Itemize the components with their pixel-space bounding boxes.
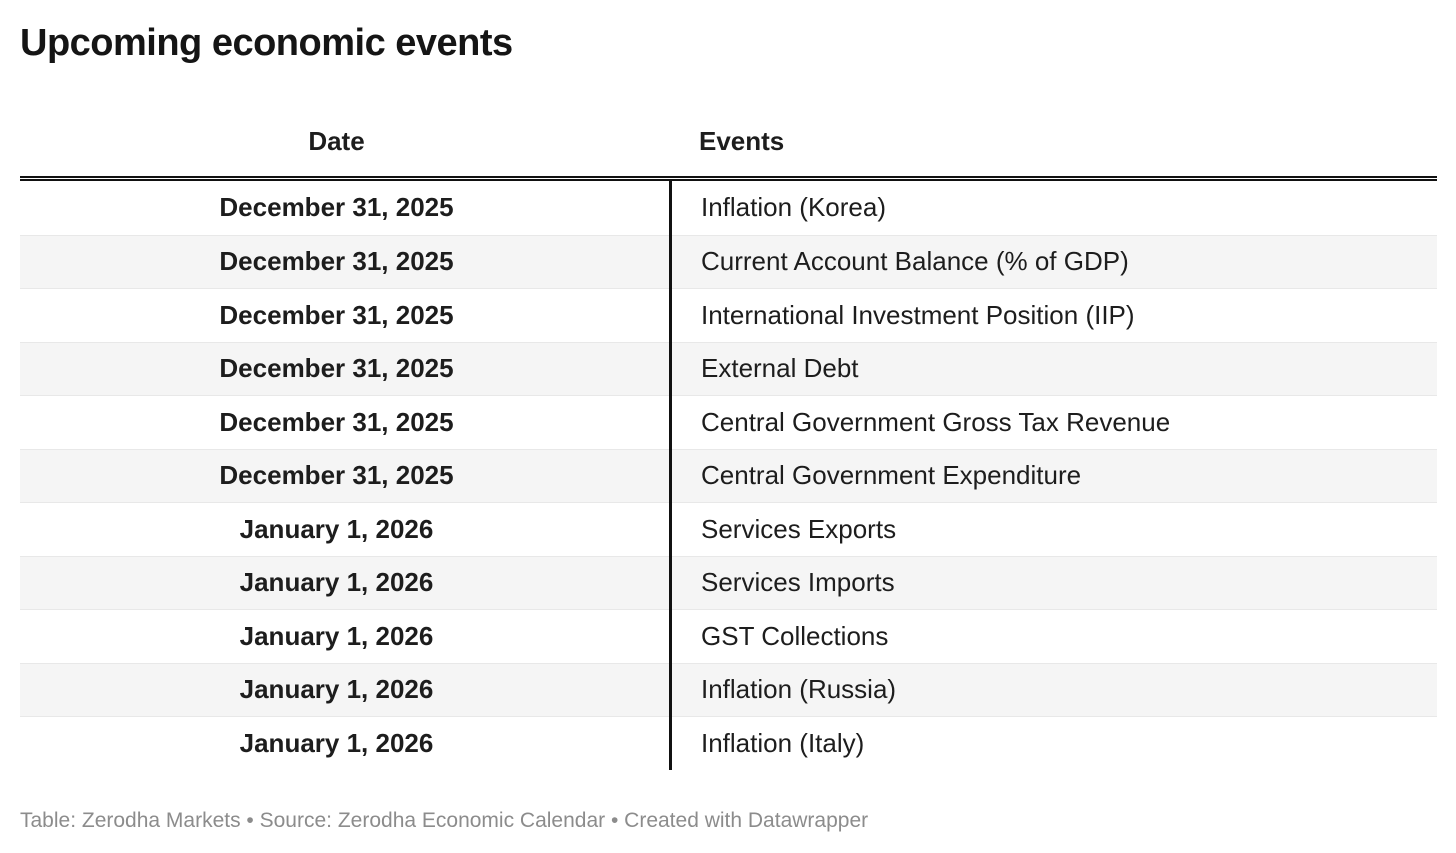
table-header-row: Date Events [20,106,1437,176]
event-cell: Inflation (Korea) [701,192,886,223]
event-cell: Central Government Gross Tax Revenue [701,406,1171,437]
date-cell: December 31, 2025 [219,192,454,223]
column-header-date: Date [308,125,365,156]
header-divider-rule [20,176,1437,181]
date-cell: December 31, 2025 [219,460,454,491]
event-cell: Services Imports [701,567,895,598]
attribution-footer: Table: Zerodha Markets • Source: Zerodha… [20,808,869,832]
table-row: January 1, 2026 Services Exports [20,502,1437,556]
event-cell: Current Account Balance (% of GDP) [701,246,1129,277]
table-row: December 31, 2025 Central Government Expe… [20,448,1437,502]
date-cell: January 1, 2026 [239,620,434,651]
table-row: January 1, 2026 GST Collections [20,609,1437,663]
event-cell: Inflation (Russia) [701,674,897,705]
date-cell: January 1, 2026 [239,513,434,544]
table-row: January 1, 2026 Inflation (Italy) [20,716,1437,770]
event-cell: Central Government Expenditure [701,460,1082,491]
table-row: December 31, 2025 Inflation (Korea) [20,181,1437,235]
date-cell: January 1, 2026 [239,727,434,758]
date-cell: January 1, 2026 [239,567,434,598]
event-cell: External Debt [701,353,859,384]
column-divider-line [669,181,672,770]
table-row: December 31, 2025 External Debt [20,341,1437,395]
column-header-events: Events [699,125,785,156]
date-cell: December 31, 2025 [219,246,454,277]
page-title: Upcoming economic events [20,22,513,64]
event-cell: Services Exports [701,513,897,544]
date-cell: December 31, 2025 [219,353,454,384]
table-row: January 1, 2026 Services Imports [20,555,1437,609]
event-cell: International Investment Position (IIP) [701,299,1135,330]
table-row: January 1, 2026 Inflation (Russia) [20,662,1437,716]
date-cell: December 31, 2025 [219,299,454,330]
datawrapper-table-chart: Upcoming economic events Date Events Dec… [20,22,1437,832]
date-cell: January 1, 2026 [239,674,434,705]
event-cell: Inflation (Italy) [701,727,865,758]
event-cell: GST Collections [701,620,889,651]
table-row: December 31, 2025 Current Account Balance… [20,234,1437,288]
table-body: December 31, 2025 Inflation (Korea) Decemb… [20,181,1437,770]
date-cell: December 31, 2025 [219,406,454,437]
table-row: December 31, 2025 International Investmen… [20,288,1437,342]
table-row: December 31, 2025 Central Government Gros… [20,395,1437,449]
